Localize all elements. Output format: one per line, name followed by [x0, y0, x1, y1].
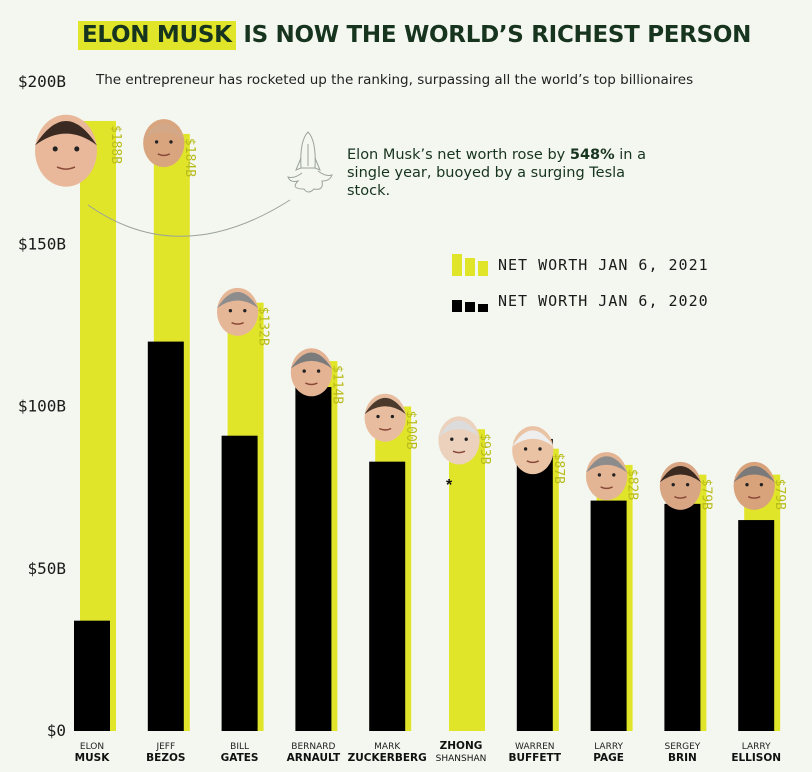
annotation-after: in a single year, buoyed by a surging Te…	[347, 147, 646, 199]
category-last-name: ELLISON	[731, 752, 781, 764]
value-label-2021: $188B	[108, 125, 123, 164]
category-first-name: SERGEY	[664, 742, 700, 752]
portrait-face	[35, 114, 97, 187]
y-tick-label: $200B	[18, 72, 66, 91]
bar-2020	[295, 387, 332, 731]
legend-label-2021: NET WORTH JAN 6, 2021	[498, 256, 709, 274]
annotation-before: Elon Musk’s net worth rose by	[347, 147, 570, 163]
category-first-name: LARRY	[742, 742, 771, 752]
portrait-face	[659, 461, 702, 510]
category-first-name: BILL	[230, 742, 249, 752]
category-first-name: BERNARD	[291, 742, 335, 752]
portrait-face	[290, 348, 333, 397]
chart-subtitle: The entrepreneur has rocketed up the ran…	[96, 72, 694, 88]
portrait-face	[216, 287, 259, 336]
category-last-name: SHANSHAN	[436, 754, 487, 764]
y-tick-label: $0	[47, 721, 66, 740]
value-label-2021: $184B	[182, 138, 197, 177]
category-first-name: ZHONG	[440, 740, 483, 752]
category-last-name: BEZOS	[146, 752, 185, 764]
bar-2020	[74, 620, 110, 731]
bar-2020	[221, 435, 258, 731]
category-last-name: BRIN	[668, 752, 697, 764]
value-label-2021: $82B	[625, 469, 640, 500]
y-tick-label: $50B	[27, 559, 66, 578]
category-first-name: WARREN	[515, 742, 555, 752]
value-label-2021: $114B	[329, 365, 344, 404]
portrait-face	[733, 461, 775, 510]
portrait-face	[585, 452, 628, 501]
legend-swatch-2020	[452, 290, 488, 312]
bar-2020	[738, 520, 775, 731]
category-last-name: MUSK	[75, 752, 111, 764]
category-last-name: ARNAULT	[287, 752, 341, 764]
bar-2021	[449, 429, 485, 731]
chart-title: ELON MUSK IS NOW THE WORLD’S RICHEST PER…	[78, 21, 752, 50]
category-first-name: ELON	[80, 742, 104, 752]
value-label-2021: $87B	[551, 453, 566, 484]
legend-label-2020: NET WORTH JAN 6, 2020	[498, 292, 709, 310]
bar-2020	[590, 500, 627, 731]
portrait-face	[143, 119, 185, 168]
legend-swatch-2021	[452, 254, 488, 276]
bar-2020	[369, 461, 406, 731]
portrait-face	[438, 416, 480, 465]
footnote-asterisk: *	[446, 477, 453, 494]
annotation-text: Elon Musk’s net worth rose by 548% in a …	[347, 146, 667, 200]
value-label-2021: $79B	[772, 479, 787, 510]
bar-2020	[516, 438, 553, 731]
y-tick-label: $100B	[18, 397, 66, 416]
value-label-2021: $93B	[477, 433, 492, 464]
annotation-arc	[87, 199, 291, 237]
y-tick-label: $150B	[18, 234, 66, 253]
category-last-name: GATES	[221, 752, 259, 764]
category-last-name: ZUCKERBERG	[348, 752, 427, 764]
category-first-name: JEFF	[155, 742, 175, 752]
category-last-name: BUFFETT	[508, 752, 561, 764]
annotation-highlight: 548%	[569, 147, 615, 163]
title-rest: IS NOW THE WORLD’S RICHEST PERSON	[235, 22, 752, 48]
value-label-2021: $79B	[698, 479, 713, 510]
category-last-name: PAGE	[593, 752, 624, 764]
value-label-2021: $100B	[403, 411, 418, 450]
legend-item-2021: NET WORTH JAN 6, 2021	[452, 254, 709, 276]
rocket-icon	[287, 131, 333, 193]
category-first-name: MARK	[374, 742, 401, 752]
category-first-name: LARRY	[594, 742, 623, 752]
value-label-2021: $132B	[256, 307, 271, 346]
title-highlight: ELON MUSK	[78, 21, 236, 50]
portrait-face	[512, 426, 554, 475]
bar-2020	[664, 503, 701, 731]
portrait-face	[364, 393, 406, 442]
bar-2020	[147, 341, 184, 731]
legend-item-2020: NET WORTH JAN 6, 2020	[452, 290, 709, 312]
